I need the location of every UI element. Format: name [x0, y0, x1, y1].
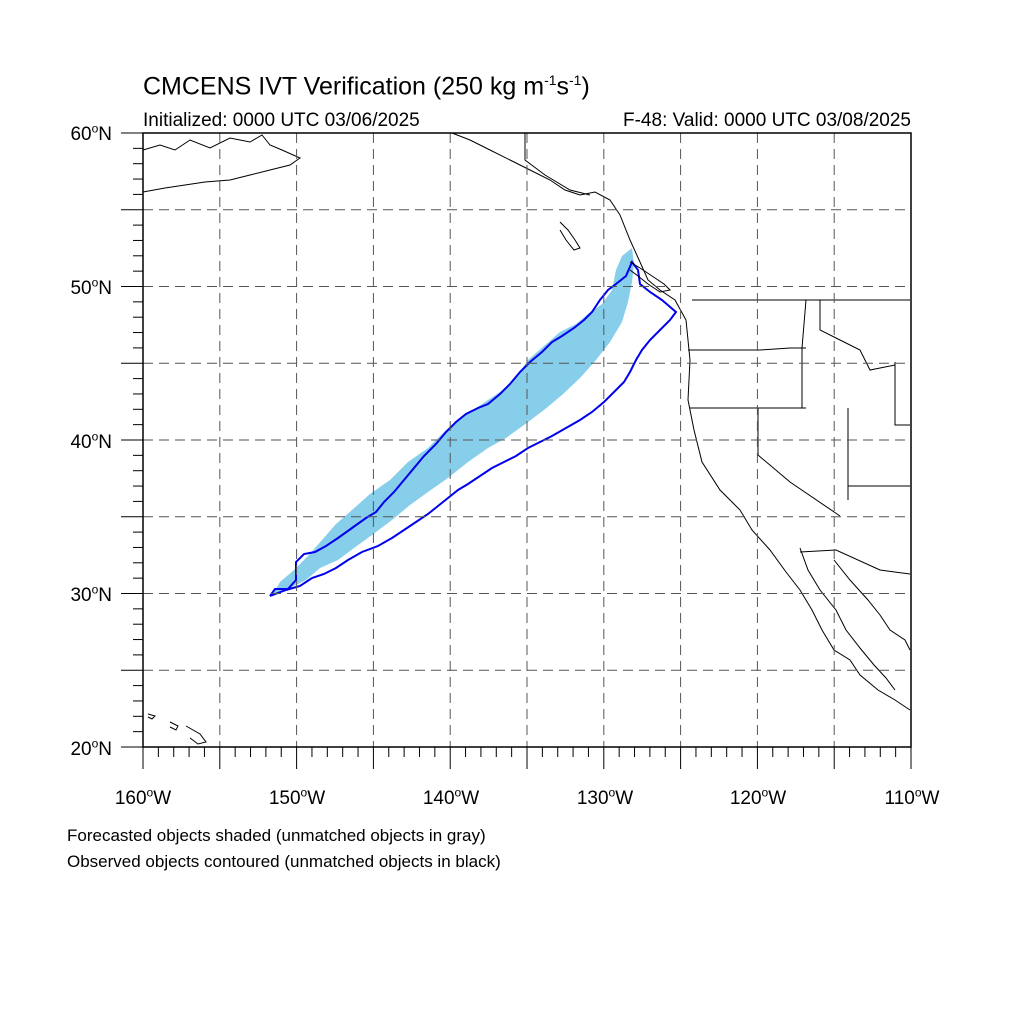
- baja-coast: [833, 559, 911, 651]
- observed-object-contour: [269, 260, 678, 597]
- title-close: ): [581, 72, 590, 101]
- title-text: CMCENS IVT Verification (250 kg m: [143, 72, 545, 101]
- alaska-coast: [142, 134, 302, 193]
- haida-gwaii: [559, 221, 581, 251]
- map-frame: [142, 132, 912, 748]
- us-mexico-border: [799, 549, 911, 575]
- idaho-west-border: [801, 299, 807, 408]
- alaska-canada-border: [524, 133, 591, 196]
- nevada-border: [757, 408, 841, 517]
- hawaii-islands: [147, 713, 156, 720]
- lon-label-160w: 160oW: [114, 786, 172, 810]
- lon-label-140w: 140oW: [422, 786, 480, 810]
- lat-label-50n: 50oN: [70, 276, 112, 300]
- lat-label-40n: 40oN: [70, 430, 112, 454]
- lon-label-150w: 150oW: [268, 786, 326, 810]
- lon-label-120w: 120oW: [729, 786, 787, 810]
- initialized-time: Initialized: 0000 UTC 03/06/2025: [143, 110, 420, 131]
- footnote-observed: Observed objects contoured (unmatched ob…: [67, 852, 501, 871]
- title-superscript-1: -1: [544, 72, 557, 88]
- hawaii-islands-2: [169, 721, 179, 731]
- political-boundaries: [524, 133, 911, 575]
- graticule: [143, 133, 911, 747]
- wy-border: [894, 362, 910, 426]
- coastlines: [142, 132, 911, 745]
- baja-peninsula: [799, 547, 896, 691]
- wa-or-border: [688, 347, 806, 351]
- vancouver-island: [629, 261, 672, 293]
- title-unit-s: s: [556, 72, 570, 101]
- lat-label-30n: 30oN: [70, 583, 112, 607]
- map-title: CMCENS IVT Verification (250 kg m-1s-1): [143, 72, 590, 101]
- title-superscript-2: -1: [569, 72, 582, 88]
- lat-label-60n: 60oN: [70, 122, 112, 146]
- axis-ticks: [121, 132, 912, 769]
- lon-label-130w: 130oW: [576, 786, 634, 810]
- footnote-forecast: Forecasted objects shaded (unmatched obj…: [67, 826, 486, 845]
- forecast-object-fill: [272, 248, 634, 596]
- gulf-of-alaska-coast: [451, 132, 911, 711]
- lat-label-20n: 20oN: [70, 737, 112, 761]
- valid-time: F-48: Valid: 0000 UTC 03/08/2025: [623, 110, 911, 131]
- mt-border: [819, 300, 896, 371]
- hawaii-islands-3: [185, 725, 207, 745]
- lon-label-110w: 110oW: [884, 786, 940, 810]
